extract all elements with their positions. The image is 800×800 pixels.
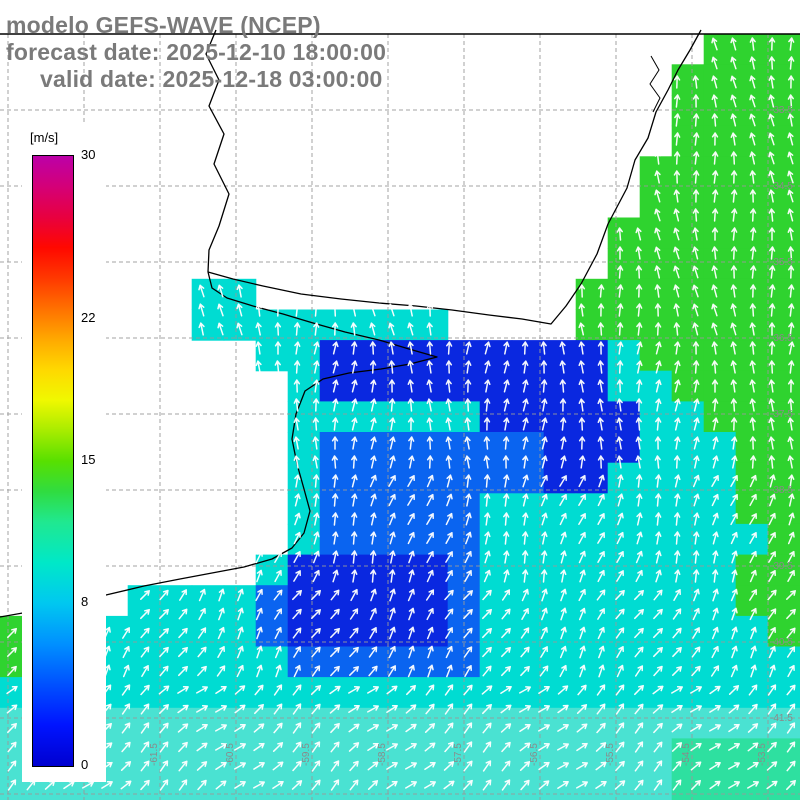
- colorbar-tick-label: 15: [80, 452, 97, 467]
- svg-text:-60.5: -60.5: [225, 743, 236, 766]
- svg-text:-57.5: -57.5: [453, 743, 464, 766]
- svg-text:-54.5: -54.5: [681, 743, 692, 766]
- svg-text:-39.5: -39.5: [770, 561, 793, 572]
- forecast-date-label: forecast date: 2025-12-10 18:00:00: [6, 39, 387, 65]
- axis-labels: -33.5 -34.5 -35.5 -36.5 -37.5 -38.5 -39.5 -40.5…: [73, 105, 793, 766]
- svg-text:-37.5: -37.5: [770, 409, 793, 420]
- colorbar-gradient: [32, 155, 74, 767]
- svg-text:-34.5: -34.5: [770, 181, 793, 192]
- svg-text:-35.5: -35.5: [770, 257, 793, 268]
- colorbar: [m/s] 30 22 15 8 0: [22, 124, 106, 782]
- svg-text:-59.5: -59.5: [301, 743, 312, 766]
- coastline: [0, 29, 702, 618]
- colorbar-tick-label: 30: [80, 147, 97, 162]
- svg-text:-36.5: -36.5: [770, 333, 793, 344]
- colorbar-unit-label: [m/s]: [30, 130, 59, 145]
- colorbar-tick-label: 0: [80, 757, 90, 772]
- arrow-layer: [6, 37, 796, 791]
- field-layer: [0, 33, 800, 800]
- svg-text:-55.5: -55.5: [605, 743, 616, 766]
- svg-text:-58.5: -58.5: [377, 743, 388, 766]
- svg-text:-38.5: -38.5: [770, 485, 793, 496]
- graticule: [0, 33, 800, 800]
- svg-text:-53.5: -53.5: [757, 743, 768, 766]
- header: modelo GEFS-WAVE (NCEP) forecast date: 2…: [6, 12, 386, 93]
- svg-text:-41.5: -41.5: [770, 713, 793, 724]
- colorbar-tick-label: 22: [80, 309, 97, 325]
- svg-text:-56.5: -56.5: [529, 743, 540, 766]
- svg-text:-33.5: -33.5: [770, 105, 793, 116]
- colorbar-tick-label: 8: [80, 594, 90, 610]
- svg-text:-61.5: -61.5: [149, 743, 160, 766]
- svg-text:-40.5: -40.5: [770, 637, 793, 648]
- model-title: modelo GEFS-WAVE (NCEP): [6, 12, 321, 38]
- valid-date-label: valid date: 2025-12-18 03:00:00: [40, 66, 383, 92]
